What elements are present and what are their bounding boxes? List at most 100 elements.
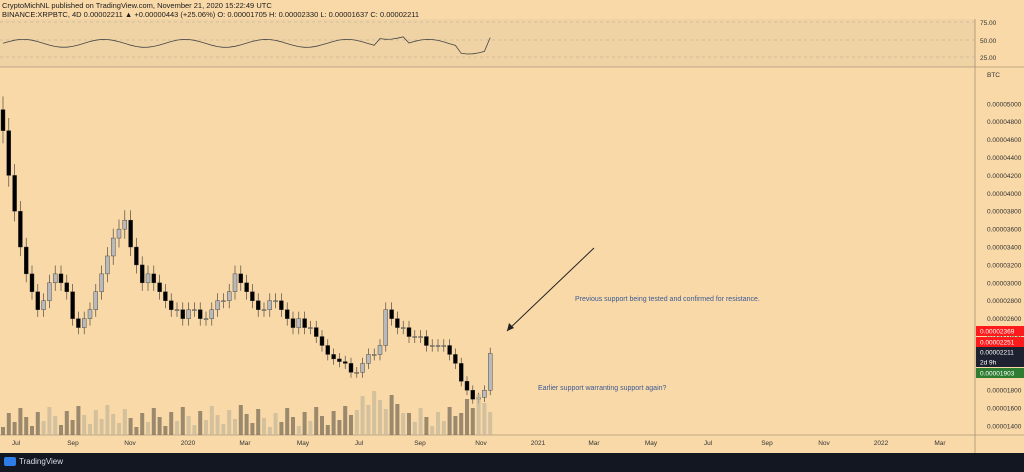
candle [261,309,267,311]
y-tick-label: 0.00003600 [987,227,1022,234]
volume-bar [430,426,435,435]
volume-bar [453,416,458,435]
candle [58,273,64,284]
candle [343,361,348,364]
volume-bar [6,413,11,435]
candle [221,300,226,302]
candle [430,345,435,347]
price-chart[interactable]: 75.00 50.00 25.00 0.00005000 0.00004800 0.000… [0,0,1024,453]
candle [128,219,133,248]
currency-label: BTC [987,72,1000,79]
volume-bar [192,425,197,435]
candle [348,363,354,373]
rsi-tick-label: 50.00 [980,38,997,45]
candle [168,300,174,310]
candle [47,282,52,301]
volume-bar [314,407,319,435]
y-tick-label: 0.00002800 [987,298,1022,305]
candle [226,291,232,301]
y-tick-label: 0.00003800 [987,209,1022,216]
volume-bar [436,412,440,435]
candle [238,273,244,284]
candle [87,309,93,319]
volume-bar [134,427,139,435]
volume-bar [93,410,98,435]
volume-bar [401,413,406,435]
candle [453,354,458,364]
candle [0,109,6,131]
support-annotation: Earlier support warranting support again… [538,385,667,392]
volume-bar [18,408,23,435]
price-label-bg [976,368,1024,378]
y-tick-label: 0.00001600 [987,406,1022,413]
volume-bar [70,420,75,435]
candle [366,354,371,364]
tradingview-icon [4,457,16,466]
candle [186,309,191,319]
candle [197,309,203,319]
x-tick-label: Nov [475,440,487,447]
candle [418,336,423,338]
x-tick-label: Sep [414,440,426,447]
volume-bar [354,410,359,435]
volume-bar [209,406,214,435]
arrow-head [507,323,514,331]
volume-bar [151,408,156,435]
candle [24,246,29,275]
price-label: 0.00002369 [980,329,1015,336]
volume-bar [331,411,336,435]
volume-bar [389,395,394,435]
candle [412,336,417,338]
volume-bar [349,415,353,435]
volume-bar [105,405,110,435]
volume-bar [1,427,5,435]
volume-bar [470,408,475,435]
candle [110,237,116,257]
volume-bar [337,420,342,435]
resistance-annotation: Previous support being tested and confir… [575,296,760,303]
volume-bar [383,409,388,435]
y-tick-label: 0.00002600 [987,316,1022,323]
volume-bar [82,415,87,435]
candle [308,327,313,329]
candle [290,318,296,328]
volume-bar [88,424,92,435]
candle [6,130,12,176]
candle [401,327,406,329]
candle [64,282,70,292]
price-label-bg [976,347,1024,357]
volume-bar [476,394,481,435]
volume-bar [140,413,145,435]
arrow-line [506,247,595,332]
y-tick-label: 0.00003000 [987,280,1022,287]
tradingview-logo[interactable]: TradingView [4,457,63,466]
price-label: 0.00002251 [980,340,1015,347]
candle [325,345,330,355]
candle [41,300,46,310]
volume-bar [488,412,493,435]
volume-bar [59,425,63,435]
volume-bar [441,421,446,435]
candle [256,300,261,310]
candle [180,309,186,319]
y-tick-label: 0.00005000 [987,101,1022,108]
volume-bar [186,416,191,435]
volume-bar [407,413,411,435]
volume-bar [175,421,179,435]
x-tick-label: 2022 [874,440,889,447]
x-tick-label: Jul [355,440,364,447]
volume-bar [47,407,52,435]
candle [145,273,151,284]
y-tick-label: 0.00004400 [987,155,1022,162]
candle [314,327,319,337]
volume-bar [233,419,237,435]
candle [105,255,110,275]
volume-bar [64,411,69,435]
volume-bar [262,418,266,435]
volume-bar [99,419,104,435]
publisher-line: CryptoMichNL published on TradingView.co… [2,1,272,10]
y-tick-label: 0.00001400 [987,424,1022,431]
volume-bar [308,421,313,435]
candle [35,291,40,310]
